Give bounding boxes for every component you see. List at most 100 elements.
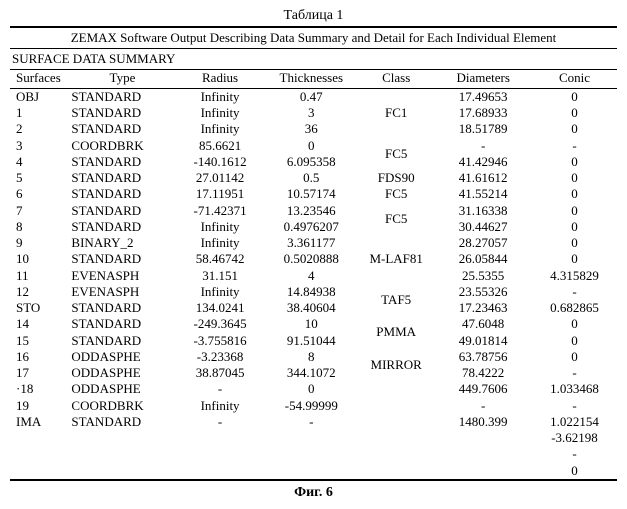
cell: STANDARD	[69, 219, 175, 235]
cell: 0	[532, 235, 617, 251]
cell: Infinity	[176, 105, 265, 121]
cell: -3.62198	[532, 430, 617, 446]
cell-class	[358, 414, 434, 430]
col-diameters: Diameters	[434, 69, 532, 88]
cell: 16	[10, 349, 69, 365]
cell: EVENASPH	[69, 268, 175, 284]
cell: 8	[265, 349, 358, 365]
cell: 0.5020888	[265, 251, 358, 267]
header-row: Surfaces Type Radius Thicknesses Class D…	[10, 69, 617, 88]
cell-class: MIRROR	[358, 349, 434, 382]
cell: 15	[10, 333, 69, 349]
table-row: 15STANDARD-3.75581691.5104449.018140	[10, 333, 617, 349]
cell-class	[358, 235, 434, 251]
cell	[69, 463, 175, 480]
cell	[265, 446, 358, 462]
table-row: 10STANDARD58.467420.5020888M-LAF8126.058…	[10, 251, 617, 267]
cell: 41.55214	[434, 186, 532, 202]
table-title: ZEMAX Software Output Describing Data Su…	[10, 27, 617, 49]
cell: 0	[265, 381, 358, 397]
cell: -54.99999	[265, 398, 358, 414]
cell: 49.01814	[434, 333, 532, 349]
cell: 10	[10, 251, 69, 267]
table-row: 12EVENASPHInfinity14.84938TAF523.55326-	[10, 284, 617, 300]
cell-class: FDS90	[358, 170, 434, 186]
table-row: 17ODDASPHE38.87045344.107278.4222-	[10, 365, 617, 381]
cell: 41.61612	[434, 170, 532, 186]
cell	[10, 463, 69, 480]
cell-class: FC1	[358, 105, 434, 121]
cell	[434, 430, 532, 446]
cell: 63.78756	[434, 349, 532, 365]
cell: IMA	[10, 414, 69, 430]
table-row: 0	[10, 463, 617, 480]
cell-class	[358, 121, 434, 137]
cell	[176, 446, 265, 462]
cell: 4	[10, 154, 69, 170]
cell: 0	[532, 333, 617, 349]
cell	[434, 446, 532, 462]
cell: Infinity	[176, 88, 265, 105]
cell: 1480.399	[434, 414, 532, 430]
cell: 3.361177	[265, 235, 358, 251]
cell	[176, 463, 265, 480]
cell: -	[532, 284, 617, 300]
cell: 38.87045	[176, 365, 265, 381]
cell: COORDBRK	[69, 398, 175, 414]
table-row: 11EVENASPH31.151425.53554.315829	[10, 268, 617, 284]
cell-class	[358, 381, 434, 397]
table-row: OBJSTANDARDInfinity0.4717.496530	[10, 88, 617, 105]
table-row: 5STANDARD27.011420.5FDS9041.616120	[10, 170, 617, 186]
cell	[434, 463, 532, 480]
cell: 41.42946	[434, 154, 532, 170]
col-surfaces: Surfaces	[10, 69, 69, 88]
cell: 8	[10, 219, 69, 235]
cell: 6	[10, 186, 69, 202]
cell-class: PMMA	[358, 316, 434, 349]
table-row: 4STANDARD-140.16126.09535841.429460	[10, 154, 617, 170]
cell	[69, 446, 175, 462]
cell: 14.84938	[265, 284, 358, 300]
cell	[69, 430, 175, 446]
cell: 12	[10, 284, 69, 300]
cell: 25.5355	[434, 268, 532, 284]
cell-class: M-LAF81	[358, 251, 434, 267]
cell: 18.51789	[434, 121, 532, 137]
cell: Infinity	[176, 219, 265, 235]
cell	[265, 463, 358, 480]
cell: STANDARD	[69, 316, 175, 332]
cell: 0	[532, 88, 617, 105]
cell: -140.1612	[176, 154, 265, 170]
cell: STANDARD	[69, 300, 175, 316]
cell: -3.755816	[176, 333, 265, 349]
cell: STANDARD	[69, 88, 175, 105]
table-row: 16ODDASPHE-3.233688MIRROR63.787560	[10, 349, 617, 365]
cell: 5	[10, 170, 69, 186]
cell: 134.0241	[176, 300, 265, 316]
cell: 19	[10, 398, 69, 414]
cell: -	[265, 414, 358, 430]
cell: -	[434, 398, 532, 414]
cell-class: TAF5	[358, 284, 434, 317]
table-row: 3COORDBRK85.66210FC5--	[10, 138, 617, 154]
cell: 0.47	[265, 88, 358, 105]
cell	[10, 430, 69, 446]
cell: STANDARD	[69, 414, 175, 430]
cell: 10.57174	[265, 186, 358, 202]
table-row: 9BINARY_2Infinity3.36117728.270570	[10, 235, 617, 251]
cell: STO	[10, 300, 69, 316]
cell	[358, 463, 434, 480]
cell: 26.05844	[434, 251, 532, 267]
table-row: 19COORDBRKInfinity-54.99999--	[10, 398, 617, 414]
table-caption: Таблица 1	[10, 8, 617, 24]
cell: STANDARD	[69, 251, 175, 267]
cell: -249.3645	[176, 316, 265, 332]
cell: 30.44627	[434, 219, 532, 235]
cell: ODDASPHE	[69, 349, 175, 365]
cell: 78.4222	[434, 365, 532, 381]
cell	[265, 430, 358, 446]
cell: STANDARD	[69, 186, 175, 202]
col-conic: Conic	[532, 69, 617, 88]
cell: 4.315829	[532, 268, 617, 284]
cell: 6.095358	[265, 154, 358, 170]
